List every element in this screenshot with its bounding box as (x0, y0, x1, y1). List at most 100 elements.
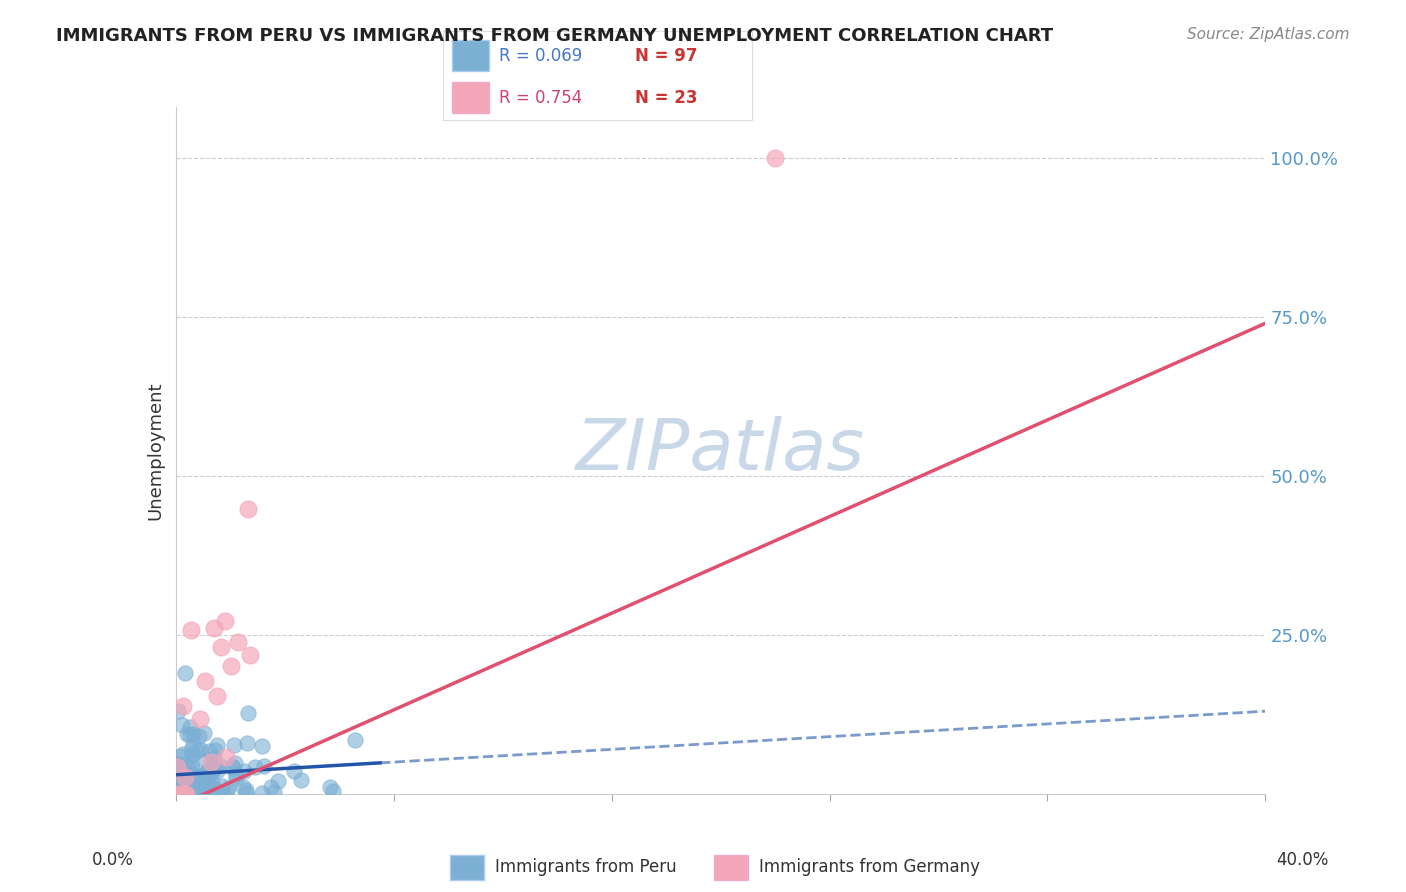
Point (169, 762, 191, 776)
Point (179, 779, 201, 793)
Point (176, 760, 198, 774)
Point (177, 765, 200, 780)
Point (201, 775, 224, 789)
Point (179, 720, 201, 734)
Point (222, 761, 245, 775)
Point (170, 718, 193, 732)
Point (224, 739, 246, 753)
Point (183, 786, 205, 800)
Point (232, 780, 254, 795)
FancyBboxPatch shape (453, 40, 489, 71)
Point (197, 763, 219, 777)
Point (172, 768, 194, 782)
Point (214, 614, 236, 628)
Point (263, 785, 285, 799)
Point (167, 767, 190, 781)
Point (166, 787, 188, 801)
Point (172, 781, 194, 796)
Point (180, 623, 202, 637)
Text: Immigrants from Germany: Immigrants from Germany (759, 858, 980, 877)
Point (180, 747, 202, 762)
Point (250, 786, 273, 800)
Point (236, 736, 259, 750)
Point (187, 729, 209, 743)
Text: N = 97: N = 97 (634, 47, 697, 65)
Point (202, 780, 225, 795)
Point (173, 787, 195, 801)
Text: ZIPatlas: ZIPatlas (576, 416, 865, 485)
Point (197, 780, 219, 795)
Point (204, 751, 226, 765)
Point (193, 725, 215, 739)
Point (166, 757, 188, 772)
Point (212, 786, 235, 800)
Text: 0.0%: 0.0% (91, 851, 134, 869)
Point (319, 780, 342, 794)
Point (181, 727, 204, 741)
Point (252, 739, 274, 753)
Point (215, 783, 238, 797)
Y-axis label: Unemployment: Unemployment (146, 381, 165, 520)
Point (184, 781, 207, 796)
Point (179, 783, 201, 797)
FancyBboxPatch shape (714, 855, 748, 880)
Point (253, 759, 276, 773)
Point (226, 635, 249, 649)
Point (169, 787, 191, 801)
Point (184, 772, 207, 787)
Point (188, 742, 211, 756)
Point (166, 704, 188, 718)
Point (176, 727, 198, 741)
Point (195, 769, 218, 783)
FancyBboxPatch shape (450, 855, 484, 880)
Point (179, 785, 201, 799)
Point (219, 658, 242, 673)
Point (198, 744, 221, 758)
Point (209, 640, 232, 654)
Point (174, 787, 197, 801)
Point (179, 728, 201, 742)
Point (201, 764, 224, 778)
Point (215, 749, 238, 764)
Point (166, 780, 188, 795)
Point (211, 779, 233, 793)
Point (267, 773, 290, 788)
Point (239, 648, 262, 663)
Point (174, 784, 197, 798)
Point (181, 761, 204, 775)
Point (221, 759, 243, 773)
Point (179, 786, 201, 800)
Point (205, 764, 228, 778)
FancyBboxPatch shape (453, 82, 489, 113)
Point (225, 768, 247, 782)
Point (172, 699, 194, 714)
Point (184, 769, 207, 783)
Point (283, 764, 305, 779)
Point (190, 784, 212, 798)
Point (208, 757, 231, 772)
Point (235, 786, 257, 800)
Point (243, 760, 266, 774)
Point (194, 767, 217, 781)
Point (180, 778, 202, 792)
Point (166, 760, 188, 774)
Point (260, 780, 283, 794)
Point (198, 767, 221, 781)
Point (238, 502, 260, 516)
Point (217, 781, 239, 796)
Point (191, 770, 214, 784)
Point (166, 774, 188, 789)
Point (322, 783, 344, 797)
Text: IMMIGRANTS FROM PERU VS IMMIGRANTS FROM GERMANY UNEMPLOYMENT CORRELATION CHART: IMMIGRANTS FROM PERU VS IMMIGRANTS FROM … (56, 27, 1053, 45)
Point (194, 754, 217, 768)
Point (205, 739, 228, 753)
Point (180, 743, 202, 757)
Point (193, 784, 215, 798)
Point (167, 773, 190, 788)
Point (200, 756, 222, 770)
Point (194, 673, 217, 688)
Point (172, 747, 194, 761)
Point (170, 772, 193, 786)
Point (173, 767, 195, 781)
Text: R = 0.069: R = 0.069 (499, 47, 582, 65)
